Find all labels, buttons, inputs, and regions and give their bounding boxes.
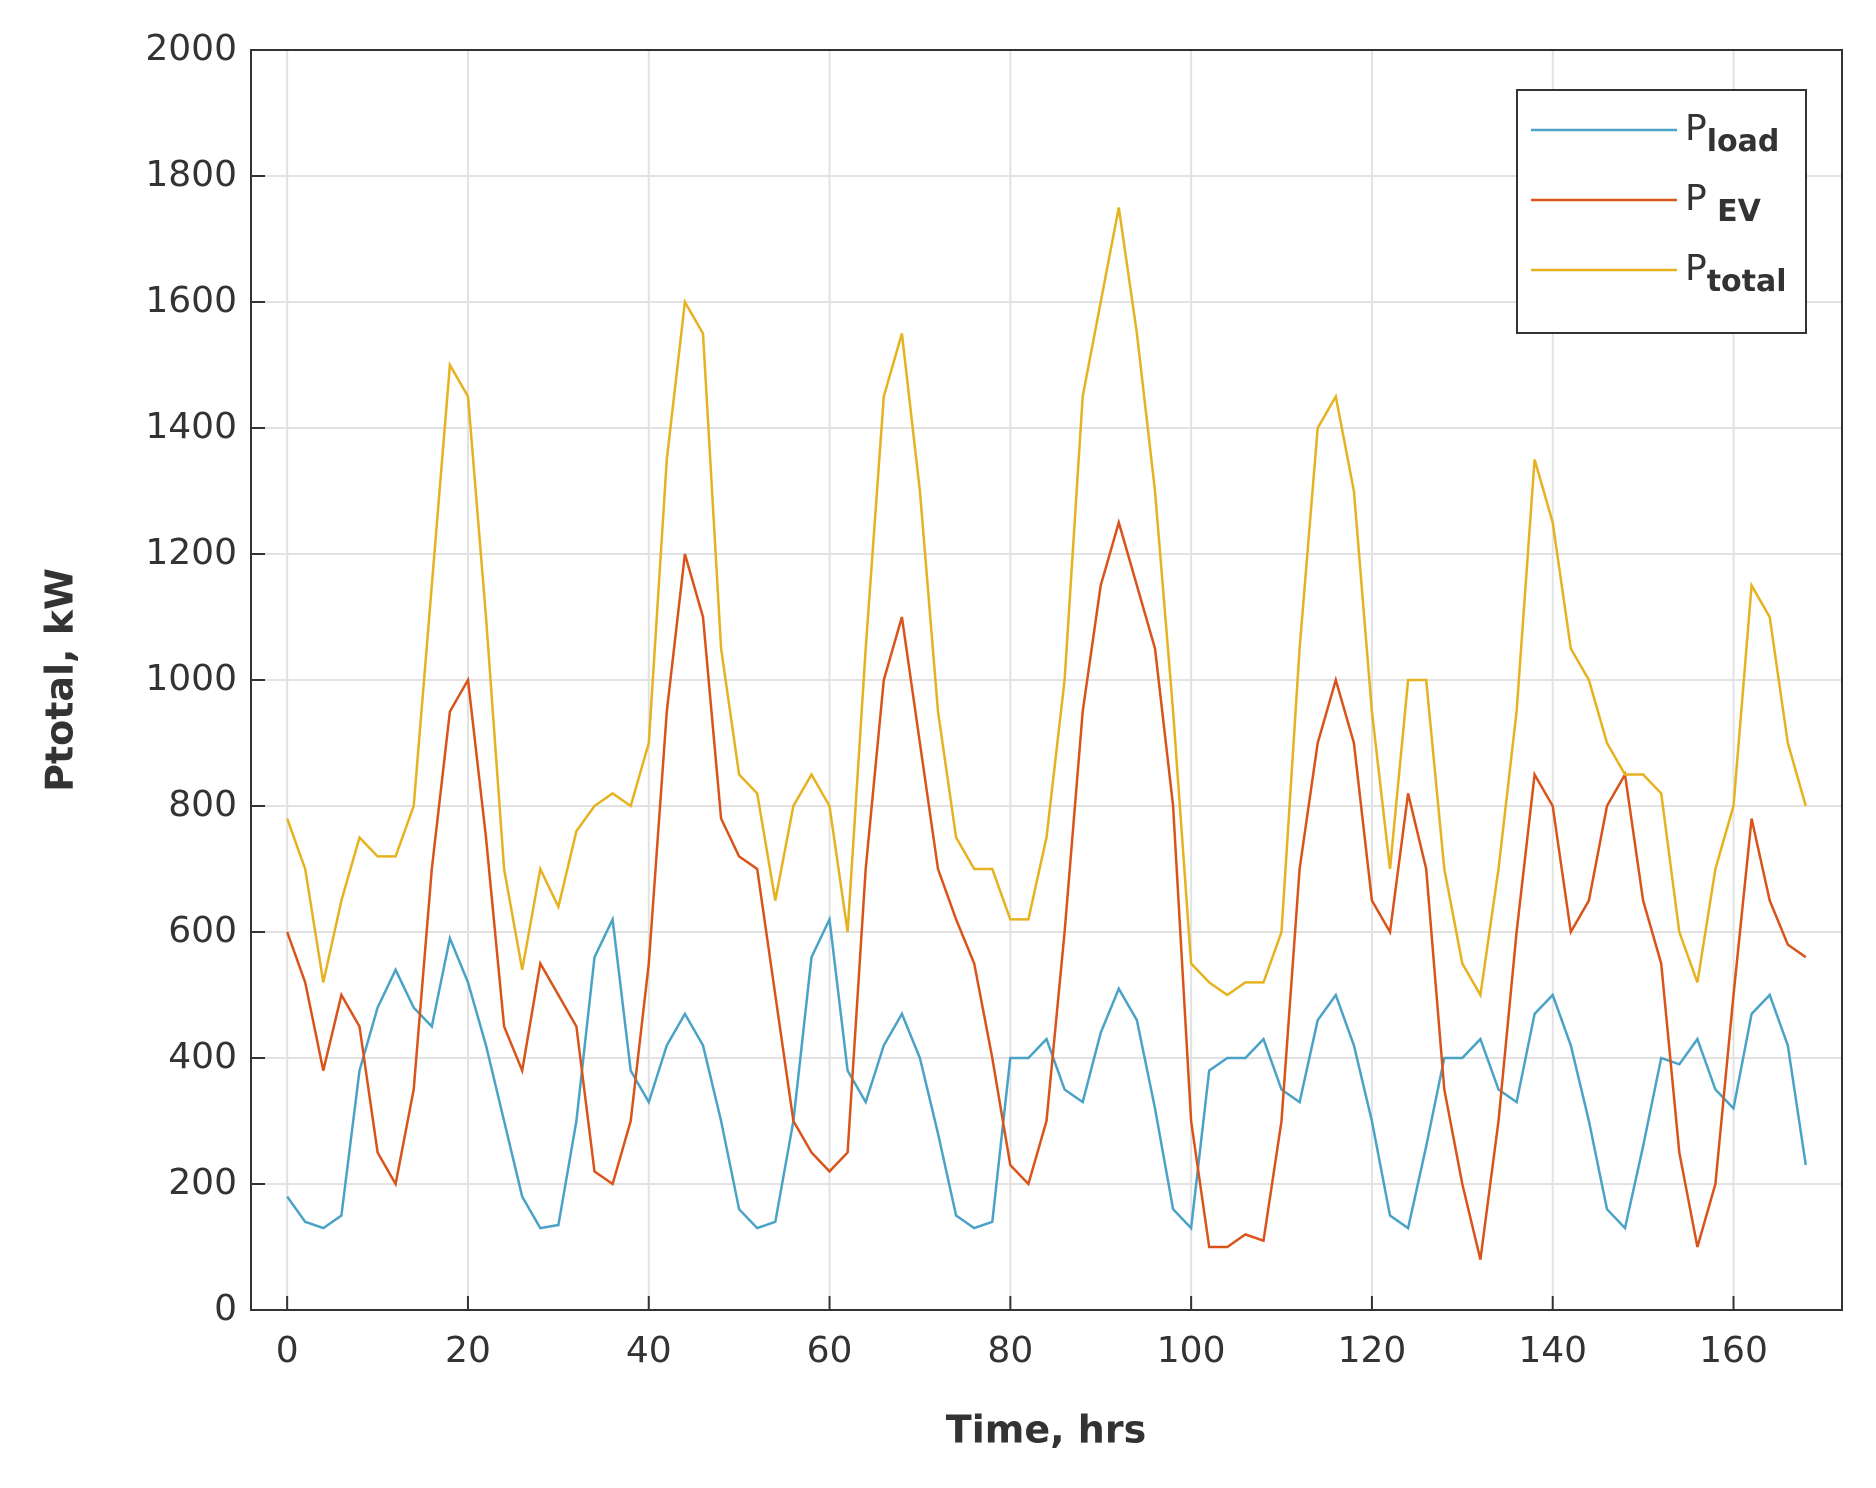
y-tick-label: 1800 xyxy=(145,154,237,195)
x-tick-label: 40 xyxy=(626,1330,672,1371)
y-tick-label: 2000 xyxy=(145,28,237,69)
y-tick-label: 400 xyxy=(168,1036,237,1077)
x-axis-label: Time, hrs xyxy=(946,1408,1146,1452)
y-tick-label: 0 xyxy=(214,1288,237,1329)
series-line xyxy=(286,517,1807,1260)
y-tick-label: 1400 xyxy=(145,406,237,447)
legend-label: Pload xyxy=(1685,108,1779,159)
x-tick-label: 80 xyxy=(987,1330,1033,1371)
y-tick-label: 1000 xyxy=(145,658,237,699)
x-tick-label: 60 xyxy=(807,1330,853,1371)
legend-label: Ptotal xyxy=(1685,248,1787,299)
y-tick-label: 1200 xyxy=(145,532,237,573)
series-line xyxy=(286,207,1808,999)
legend-label: P EV xyxy=(1685,178,1762,229)
y-axis-label: Ptotal, kW xyxy=(38,568,82,792)
x-tick-label: 100 xyxy=(1157,1330,1226,1371)
x-tick-label: 140 xyxy=(1518,1330,1587,1371)
y-tick-label: 1600 xyxy=(145,280,237,321)
y-tick-label: 600 xyxy=(168,910,237,951)
y-tick-label: 200 xyxy=(168,1162,237,1203)
x-tick-label: 0 xyxy=(276,1330,299,1371)
x-tick-label: 20 xyxy=(445,1330,491,1371)
plot-frame xyxy=(250,49,1843,1311)
x-tick-label: 120 xyxy=(1338,1330,1407,1371)
x-tick-label: 160 xyxy=(1699,1330,1768,1371)
y-tick-label: 800 xyxy=(168,784,237,825)
series-line xyxy=(286,914,1808,1231)
